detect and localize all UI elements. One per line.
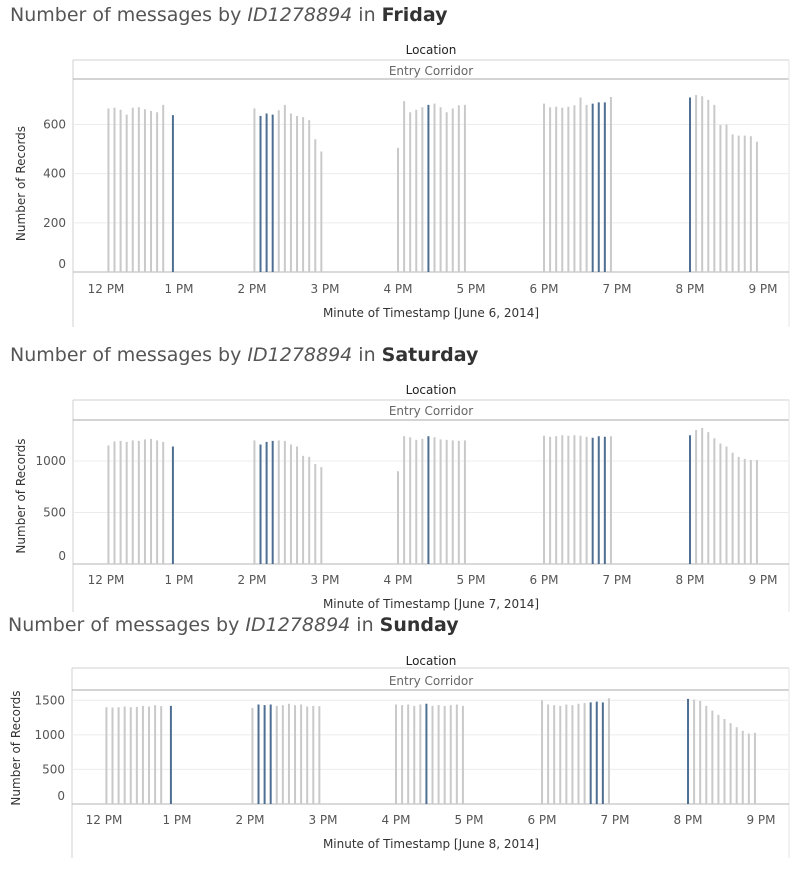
title-in: in <box>352 344 382 366</box>
x-tick-label: 8 PM <box>675 573 704 587</box>
column-header: Location <box>406 654 457 668</box>
title-day: Friday <box>381 4 448 26</box>
y-tick-label: 200 <box>43 216 66 230</box>
x-tick-label: 4 PM <box>383 573 412 587</box>
pane-label: Entry Corridor <box>389 674 473 688</box>
x-tick-label: 4 PM <box>383 282 412 296</box>
pane-label: Entry Corridor <box>389 64 473 78</box>
title-id: ID1278894 <box>247 344 353 366</box>
x-tick-label: 12 PM <box>88 573 125 587</box>
title-day: Sunday <box>379 614 459 636</box>
x-tick-label: 5 PM <box>456 282 485 296</box>
bar-chart-saturday: Location Entry Corridor 0 500 1000 Number of … <box>14 383 790 612</box>
x-tick-label: 7 PM <box>602 573 631 587</box>
x-tick-label: 6 PM <box>529 573 558 587</box>
y-axis-title: Number of Records <box>9 690 23 805</box>
x-tick-label: 2 PM <box>235 813 264 827</box>
chart-title: Number of messages by ID1278894 in Satur… <box>10 344 478 366</box>
chart-panel-sunday: Number of messages by ID1278894 in Sunda… <box>0 612 809 870</box>
chart-panel-saturday: Number of messages by ID1278894 in Satur… <box>0 340 809 620</box>
y-tick-label: 0 <box>57 789 65 803</box>
x-axis-title: Minute of Timestamp [June 7, 2014] <box>323 597 539 611</box>
title-day: Saturday <box>381 344 479 366</box>
x-tick-label: 6 PM <box>529 282 558 296</box>
x-tick-label: 1 PM <box>164 573 193 587</box>
x-tick-label: 9 PM <box>748 573 777 587</box>
chart-title: Number of messages by ID1278894 in Frida… <box>10 4 448 26</box>
x-axis-title: Minute of Timestamp [June 8, 2014] <box>323 837 539 851</box>
bar-chart-friday: Location Entry Corridor 0 200 400 600 Number o… <box>14 43 790 327</box>
y-axis-title: Number of Records <box>14 438 28 553</box>
x-tick-label: 4 PM <box>381 813 410 827</box>
y-tick-label: 1000 <box>34 728 65 742</box>
y-tick-label: 1500 <box>34 693 65 707</box>
x-tick-label: 5 PM <box>454 813 483 827</box>
y-axis-title: Number of Records <box>14 126 28 241</box>
x-tick-label: 3 PM <box>308 813 337 827</box>
x-tick-label: 1 PM <box>162 813 191 827</box>
bar-chart-sunday: Location Entry Corridor 0 500 1000 1500 Number… <box>9 654 790 858</box>
title-id: ID1278894 <box>245 614 351 636</box>
title-id: ID1278894 <box>247 4 353 26</box>
x-tick-label: 9 PM <box>748 282 777 296</box>
title-prefix: Number of messages by <box>8 614 246 636</box>
x-tick-label: 8 PM <box>673 813 702 827</box>
y-tick-label: 400 <box>43 167 66 181</box>
x-tick-label: 7 PM <box>602 282 631 296</box>
x-tick-label: 12 PM <box>86 813 123 827</box>
x-axis-title: Minute of Timestamp [June 6, 2014] <box>323 306 539 320</box>
pane-label: Entry Corridor <box>389 404 473 418</box>
title-prefix: Number of messages by <box>10 344 248 366</box>
x-tick-label: 3 PM <box>310 282 339 296</box>
x-tick-label: 1 PM <box>164 282 193 296</box>
x-tick-label: 2 PM <box>237 282 266 296</box>
x-tick-label: 6 PM <box>527 813 556 827</box>
chart-panel-friday: Number of messages by ID1278894 in Frida… <box>0 0 809 335</box>
title-prefix: Number of messages by <box>10 4 248 26</box>
title-in: in <box>352 4 382 26</box>
y-tick-label: 600 <box>43 118 66 132</box>
y-tick-label: 0 <box>58 549 66 563</box>
x-tick-label: 3 PM <box>310 573 339 587</box>
title-in: in <box>350 614 380 636</box>
x-tick-label: 5 PM <box>456 573 485 587</box>
column-header: Location <box>406 43 457 57</box>
y-tick-label: 0 <box>58 257 66 271</box>
chart-title: Number of messages by ID1278894 in Sunda… <box>8 614 459 636</box>
x-tick-label: 2 PM <box>237 573 266 587</box>
x-tick-label: 9 PM <box>746 813 775 827</box>
y-tick-label: 1000 <box>35 454 66 468</box>
x-tick-label: 7 PM <box>600 813 629 827</box>
y-tick-label: 500 <box>43 505 66 519</box>
x-tick-label: 12 PM <box>88 282 125 296</box>
x-tick-label: 8 PM <box>675 282 704 296</box>
y-tick-label: 500 <box>42 762 65 776</box>
column-header: Location <box>406 383 457 397</box>
